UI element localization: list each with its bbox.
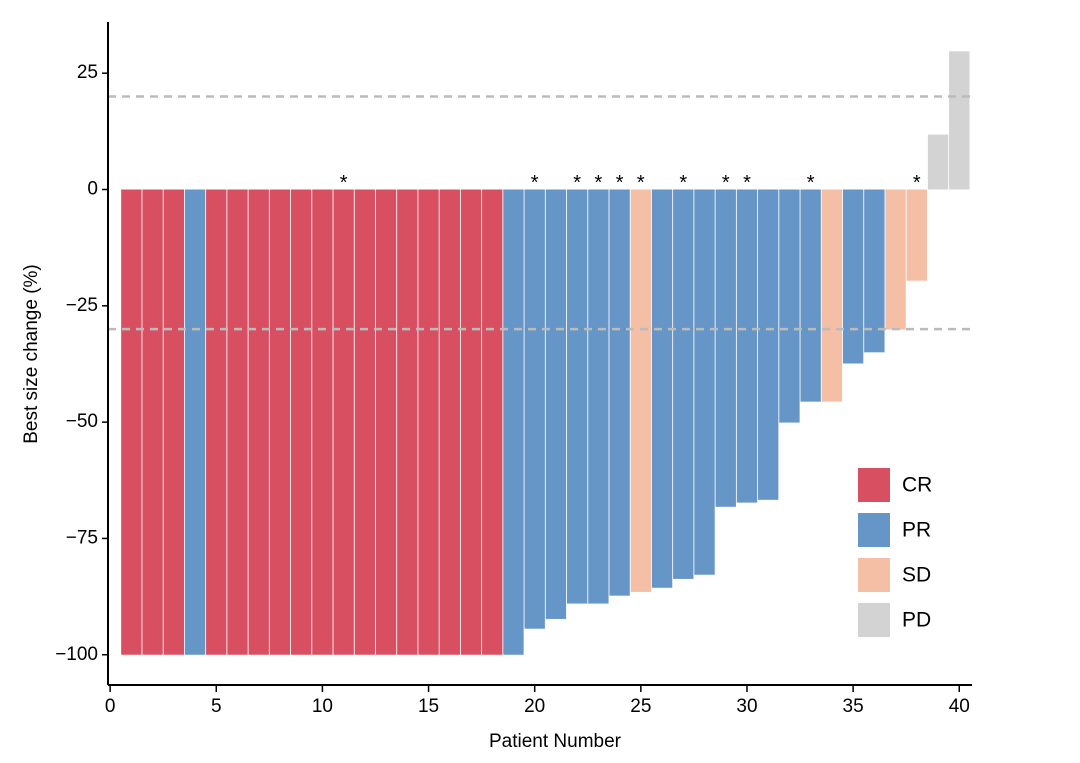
bar (375, 189, 397, 655)
x-tick-label: 15 (418, 696, 439, 717)
bar (800, 189, 821, 402)
bar (758, 189, 779, 500)
bar (821, 189, 843, 402)
x-tick-label: 5 (211, 696, 222, 717)
legend-swatch (858, 468, 890, 502)
bar (694, 189, 715, 575)
bar (566, 189, 588, 604)
bar (312, 189, 333, 655)
bar (206, 189, 227, 655)
bar (163, 189, 184, 655)
bar (673, 189, 694, 579)
y-axis-label: Best size change (%) (21, 264, 42, 444)
annotation: * (340, 172, 348, 194)
x-tick-label: 0 (105, 696, 116, 717)
y-tick-label: −75 (66, 527, 98, 548)
legend-label: CR (902, 474, 932, 497)
bar (121, 189, 142, 655)
legend-label: PR (902, 519, 931, 542)
x-tick-label: 40 (949, 696, 970, 717)
x-tick-label: 25 (630, 696, 651, 717)
bar (588, 189, 609, 604)
bar (184, 189, 206, 655)
annotation: * (594, 172, 602, 194)
bar (885, 189, 906, 330)
annotation: * (637, 172, 645, 194)
bar (736, 189, 758, 503)
bar (651, 189, 673, 588)
legend-swatch (858, 558, 890, 592)
y-tick-label: 0 (87, 179, 98, 200)
legend-swatch (858, 603, 890, 637)
bar (482, 189, 503, 655)
bar (439, 189, 460, 655)
bar (460, 189, 482, 655)
x-tick-label: 10 (312, 696, 333, 717)
legend-label: PD (902, 609, 931, 632)
bar (354, 189, 376, 655)
bar (397, 189, 418, 655)
bar (842, 189, 864, 364)
bar (290, 189, 312, 655)
bar (269, 189, 291, 655)
annotation: * (679, 172, 687, 194)
bar (524, 189, 545, 629)
annotation: * (573, 172, 581, 194)
bar (142, 189, 163, 655)
annotation: * (722, 172, 730, 194)
annotation: * (743, 172, 751, 194)
x-tick-label: 30 (736, 696, 757, 717)
bar (333, 189, 354, 655)
y-tick-label: −100 (55, 644, 98, 665)
bar (906, 189, 927, 281)
x-tick-label: 20 (524, 696, 545, 717)
legend-swatch (858, 513, 890, 547)
annotation: * (807, 172, 815, 194)
x-tick-label: 35 (843, 696, 864, 717)
y-tick-label: −25 (66, 295, 98, 316)
bar (864, 189, 885, 353)
annotation: * (616, 172, 624, 194)
bar (503, 189, 524, 655)
bar (545, 189, 567, 619)
bar (715, 189, 736, 507)
bar (630, 189, 652, 592)
bar (418, 189, 439, 655)
bar (609, 189, 630, 596)
annotation: * (531, 172, 539, 194)
y-tick-label: 25 (77, 62, 98, 83)
bar (949, 51, 970, 190)
y-tick-label: −50 (66, 411, 98, 432)
annotation: * (913, 172, 921, 194)
x-axis-label: Patient Number (489, 731, 622, 752)
bar (927, 134, 949, 190)
bar (779, 189, 800, 423)
bar (227, 189, 248, 655)
bar (248, 189, 269, 655)
legend-label: SD (902, 564, 931, 587)
